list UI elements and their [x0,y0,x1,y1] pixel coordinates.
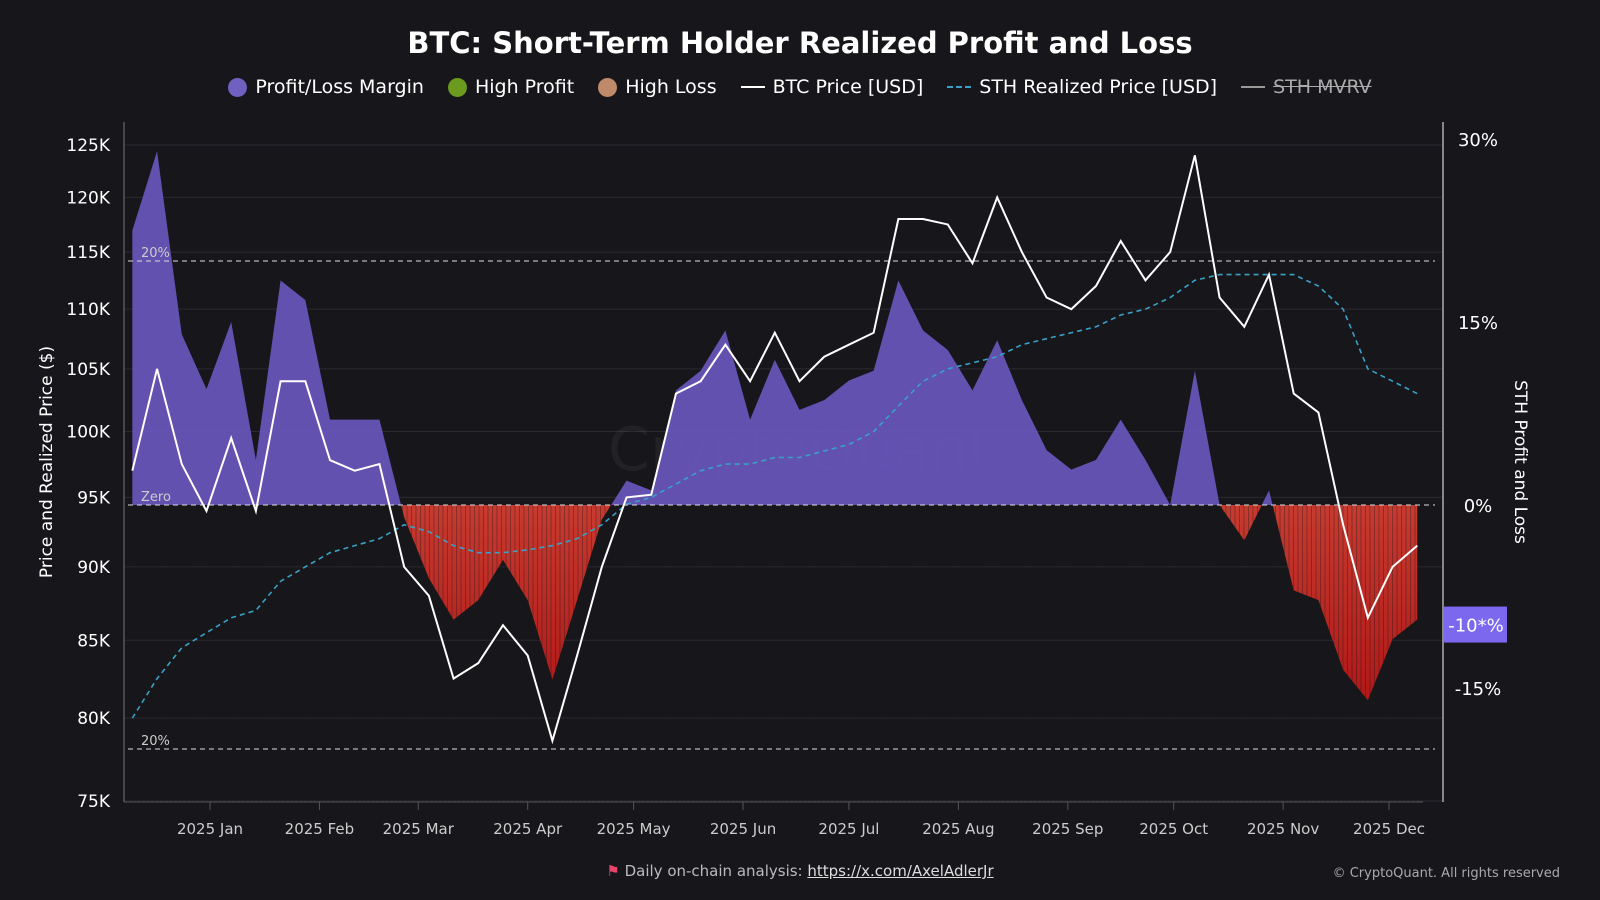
legend-item-margin[interactable]: Profit/Loss Margin [228,76,424,98]
x-tick-label: 2025 Apr [493,820,563,838]
reference-line-label: Zero [141,490,171,505]
legend-label: BTC Price [USD] [772,76,924,98]
x-tick-label: 2025 Feb [285,820,355,838]
reference-line-label: 20% [141,734,170,749]
x-tick-label: 2025 Jun [710,820,776,838]
legend-item-sth-mvrv[interactable]: STH MVRV [1241,76,1372,98]
legend-label: STH MVRV [1273,76,1372,98]
x-tick-label: 2025 Aug [922,820,994,838]
legend-item-sth-realized[interactable]: STH Realized Price [USD] [947,76,1217,98]
y-tick-label: 80K [77,709,111,729]
legend-item-high-loss[interactable]: High Loss [598,76,717,98]
y2-tick-label: 0% [1464,496,1493,517]
margin-loss-area [132,505,1418,701]
y-tick-label: 110K [66,300,110,320]
legend-line [1241,86,1266,88]
legend-item-high-profit[interactable]: High Profit [447,76,575,98]
y-tick-label: 75K [77,792,111,812]
y-tick-label: 95K [77,488,111,508]
legend-label: High Loss [625,76,717,98]
legend-dot [598,77,618,97]
sth-realized-price-line [131,273,1418,719]
chart-title: BTC: Short-Term Holder Realized Profit a… [407,26,1193,60]
margin-profit-area [132,151,1418,505]
y2-tick-label: 15% [1458,313,1498,334]
y-tick-label: 115K [66,243,110,263]
x-tick-label: 2025 Sep [1032,820,1103,838]
y-tick-label: 85K [77,631,111,651]
legend-dot [228,77,248,97]
legend-label: STH Realized Price [USD] [979,76,1218,98]
y-axis-label: Price and Realized Price ($) [37,346,57,578]
legend: Profit/Loss Margin High Profit High Loss… [0,76,1600,98]
legend-line [947,86,972,88]
x-tick-label: 2025 Mar [383,820,455,838]
legend-item-btc-price[interactable]: BTC Price [USD] [740,76,924,98]
footer-text: Daily on-chain analysis: [624,862,808,880]
legend-line [740,86,765,88]
y-tick-label: 105K [66,360,110,380]
copyright: © CryptoQuant. All rights reserved [1332,866,1560,881]
y2-tick-label: 30% [1458,130,1498,151]
flag-icon: ⚑ [606,862,620,880]
legend-label: High Profit [474,76,575,98]
y-tick-label: 100K [66,423,110,443]
y-tick-label: 90K [77,558,111,578]
x-tick-label: 2025 Jul [818,820,879,838]
x-tick-label: 2025 May [597,820,671,838]
reference-line-label: 20% [141,246,170,261]
footer: ⚑ Daily on-chain analysis: https://x.com… [0,862,1600,880]
y-tick-label: 125K [66,136,110,156]
current-value-badge [1444,606,1507,643]
x-tick-label: 2025 Jan [177,820,243,838]
legend-dot [447,77,467,97]
x-tick-label: 2025 Dec [1353,820,1425,838]
current-value-badge-label: -10*% [1448,616,1504,637]
y2-tick-label: -15% [1455,679,1502,700]
footer-link[interactable]: https://x.com/AxelAdlerJr [807,862,994,880]
y2-axis-label: STH Profit and Loss [1510,380,1530,544]
x-tick-label: 2025 Oct [1139,820,1208,838]
legend-label: Profit/Loss Margin [255,76,424,98]
y-tick-label: 120K [66,188,110,208]
btc-price-line [131,155,1418,745]
x-tick-label: 2025 Nov [1247,820,1319,838]
